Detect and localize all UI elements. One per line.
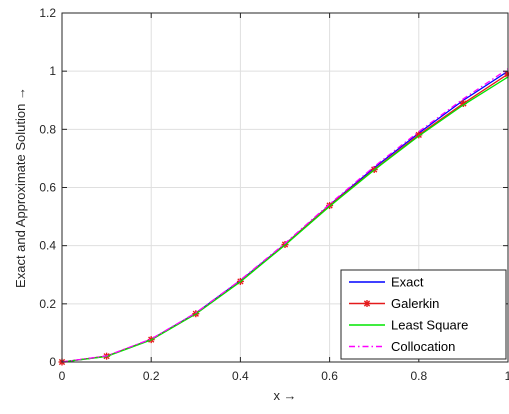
grid [61,12,509,363]
y-axis-label: Exact and Approximate Solution → [13,87,28,288]
x-tick-label: 0.4 [232,369,249,383]
x-tick-label: 0 [59,369,66,383]
series-line-collocation [61,68,509,363]
legend-item: Exact [349,275,424,290]
legend-label: Least Square [391,318,468,333]
data-point-galerkin [415,131,423,139]
legend-item: Collocation [349,339,455,354]
y-tick-label: 0.6 [39,181,56,195]
y-axis-ticks: 0 0.2 0.4 0.6 0.8 1 1.2 [39,6,508,369]
legend: Exact Galerkin Least Square Collocation [340,269,507,360]
y-tick-label: 0.8 [39,122,56,136]
legend-item: Galerkin [349,296,439,311]
series-line-least-square [61,76,509,363]
x-axis-label: x → [273,388,296,403]
y-tick-label: 0.2 [39,297,56,311]
y-tick-label: 0 [49,355,56,369]
x-tick-label: 0.2 [143,369,160,383]
x-tick-label: 0.8 [410,369,427,383]
x-tick-label: 0.6 [321,369,338,383]
legend-box [340,269,507,360]
legend-label: Collocation [391,339,455,354]
x-tick-label: 1 [505,369,509,383]
x-axis-ticks: 0 0.2 0.4 0.6 0.8 1 [59,13,509,383]
legend-label: Exact [391,275,424,290]
y-tick-label: 0.4 [39,239,56,253]
legend-item: Least Square [349,318,468,333]
legend-marker [363,300,371,307]
y-tick-label: 1.2 [39,6,56,20]
legend-label: Galerkin [391,296,439,311]
y-tick-label: 1 [49,64,56,78]
